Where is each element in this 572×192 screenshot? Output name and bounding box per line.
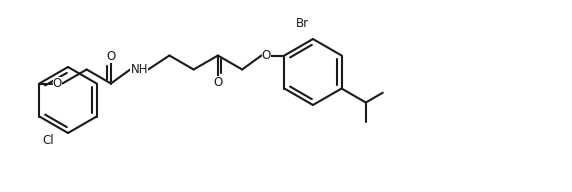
Text: Br: Br [296,17,309,30]
Text: O: O [213,76,223,89]
Text: O: O [53,77,62,90]
Text: NH: NH [130,63,148,76]
Text: O: O [106,50,116,63]
Text: O: O [262,49,271,62]
Text: Cl: Cl [42,135,54,147]
